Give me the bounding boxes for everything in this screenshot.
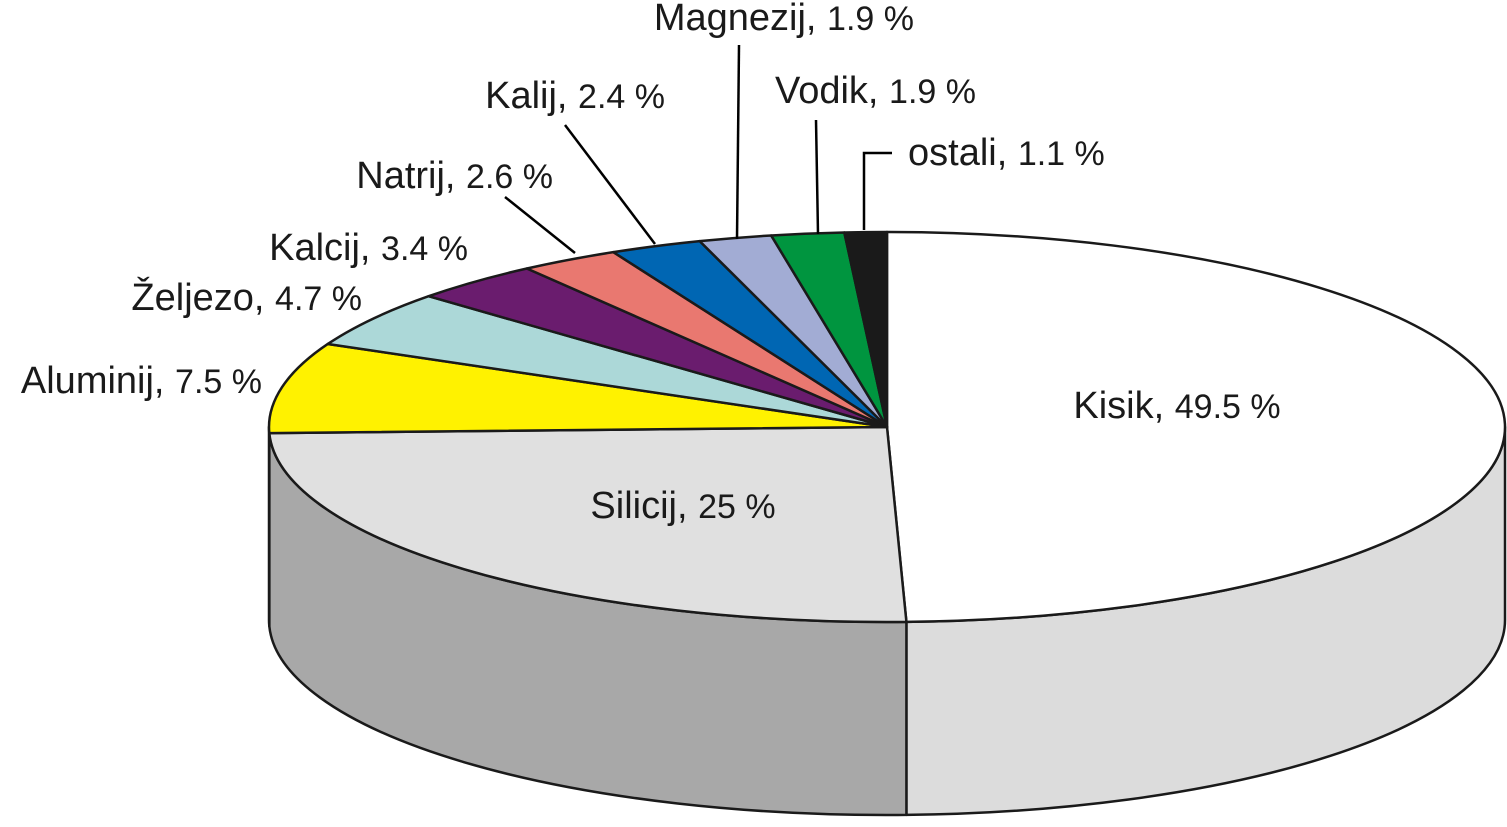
leader-natrij [504, 196, 576, 254]
label-name: Vodik, [775, 70, 889, 112]
label-percent: 1.1 % [1018, 135, 1105, 173]
label-name: Natrij, [356, 155, 466, 197]
leader-ostali [862, 151, 892, 230]
slice-kisik [885, 230, 1507, 624]
leader-lines [504, 44, 892, 254]
label-aluminij: Aluminij, 7.5 % [21, 360, 262, 402]
label-percent: 49.5 % [1175, 388, 1281, 426]
label-percent: 2.6 % [466, 158, 553, 196]
label-ostali: ostali, 1.1 % [908, 132, 1105, 174]
label-name: Kisik, [1073, 385, 1174, 427]
label-kisik: Kisik, 49.5 % [1073, 385, 1280, 427]
label-percent: 25 % [698, 488, 776, 526]
slice-labels: Kisik, 49.5 % Silicij, 25 % Aluminij, 7.5 … [21, 0, 1281, 527]
pie-slices [267, 230, 1507, 624]
label-name: Magnezij, [654, 0, 827, 39]
leader-kalij [564, 124, 656, 245]
label-natrij: Natrij, 2.6 % [356, 155, 553, 197]
label-percent: 4.7 % [275, 280, 362, 318]
label-name: Aluminij, [21, 360, 175, 402]
label-percent: 2.4 % [578, 78, 665, 116]
label-kalcij: Kalcij, 3.4 % [269, 227, 468, 269]
label-percent: 1.9 % [889, 73, 976, 111]
slice-ostali [843, 230, 889, 429]
label-kalij: Kalij, 2.4 % [485, 75, 665, 117]
label-name: Kalij, [485, 75, 578, 117]
label-name: Silicij, [590, 485, 698, 527]
slice-silicij [268, 425, 908, 624]
label-magnezij: Magnezij, 1.9 % [654, 0, 914, 39]
label-zeljezo: Željezo, 4.7 % [131, 276, 362, 319]
slice-zeljezo [326, 294, 889, 429]
label-name: Kalcij, [269, 227, 381, 269]
label-name: ostali, [908, 132, 1018, 174]
label-vodik: Vodik, 1.9 % [775, 70, 976, 112]
label-silicij: Silicij, 25 % [590, 485, 775, 527]
leader-magnezij [735, 44, 741, 240]
label-percent: 3.4 % [381, 230, 468, 268]
label-name: Željezo, [131, 276, 275, 319]
label-percent: 1.9 % [827, 0, 914, 38]
label-percent: 7.5 % [175, 363, 262, 401]
leader-vodik [814, 119, 820, 235]
slice-aluminij [267, 342, 889, 435]
